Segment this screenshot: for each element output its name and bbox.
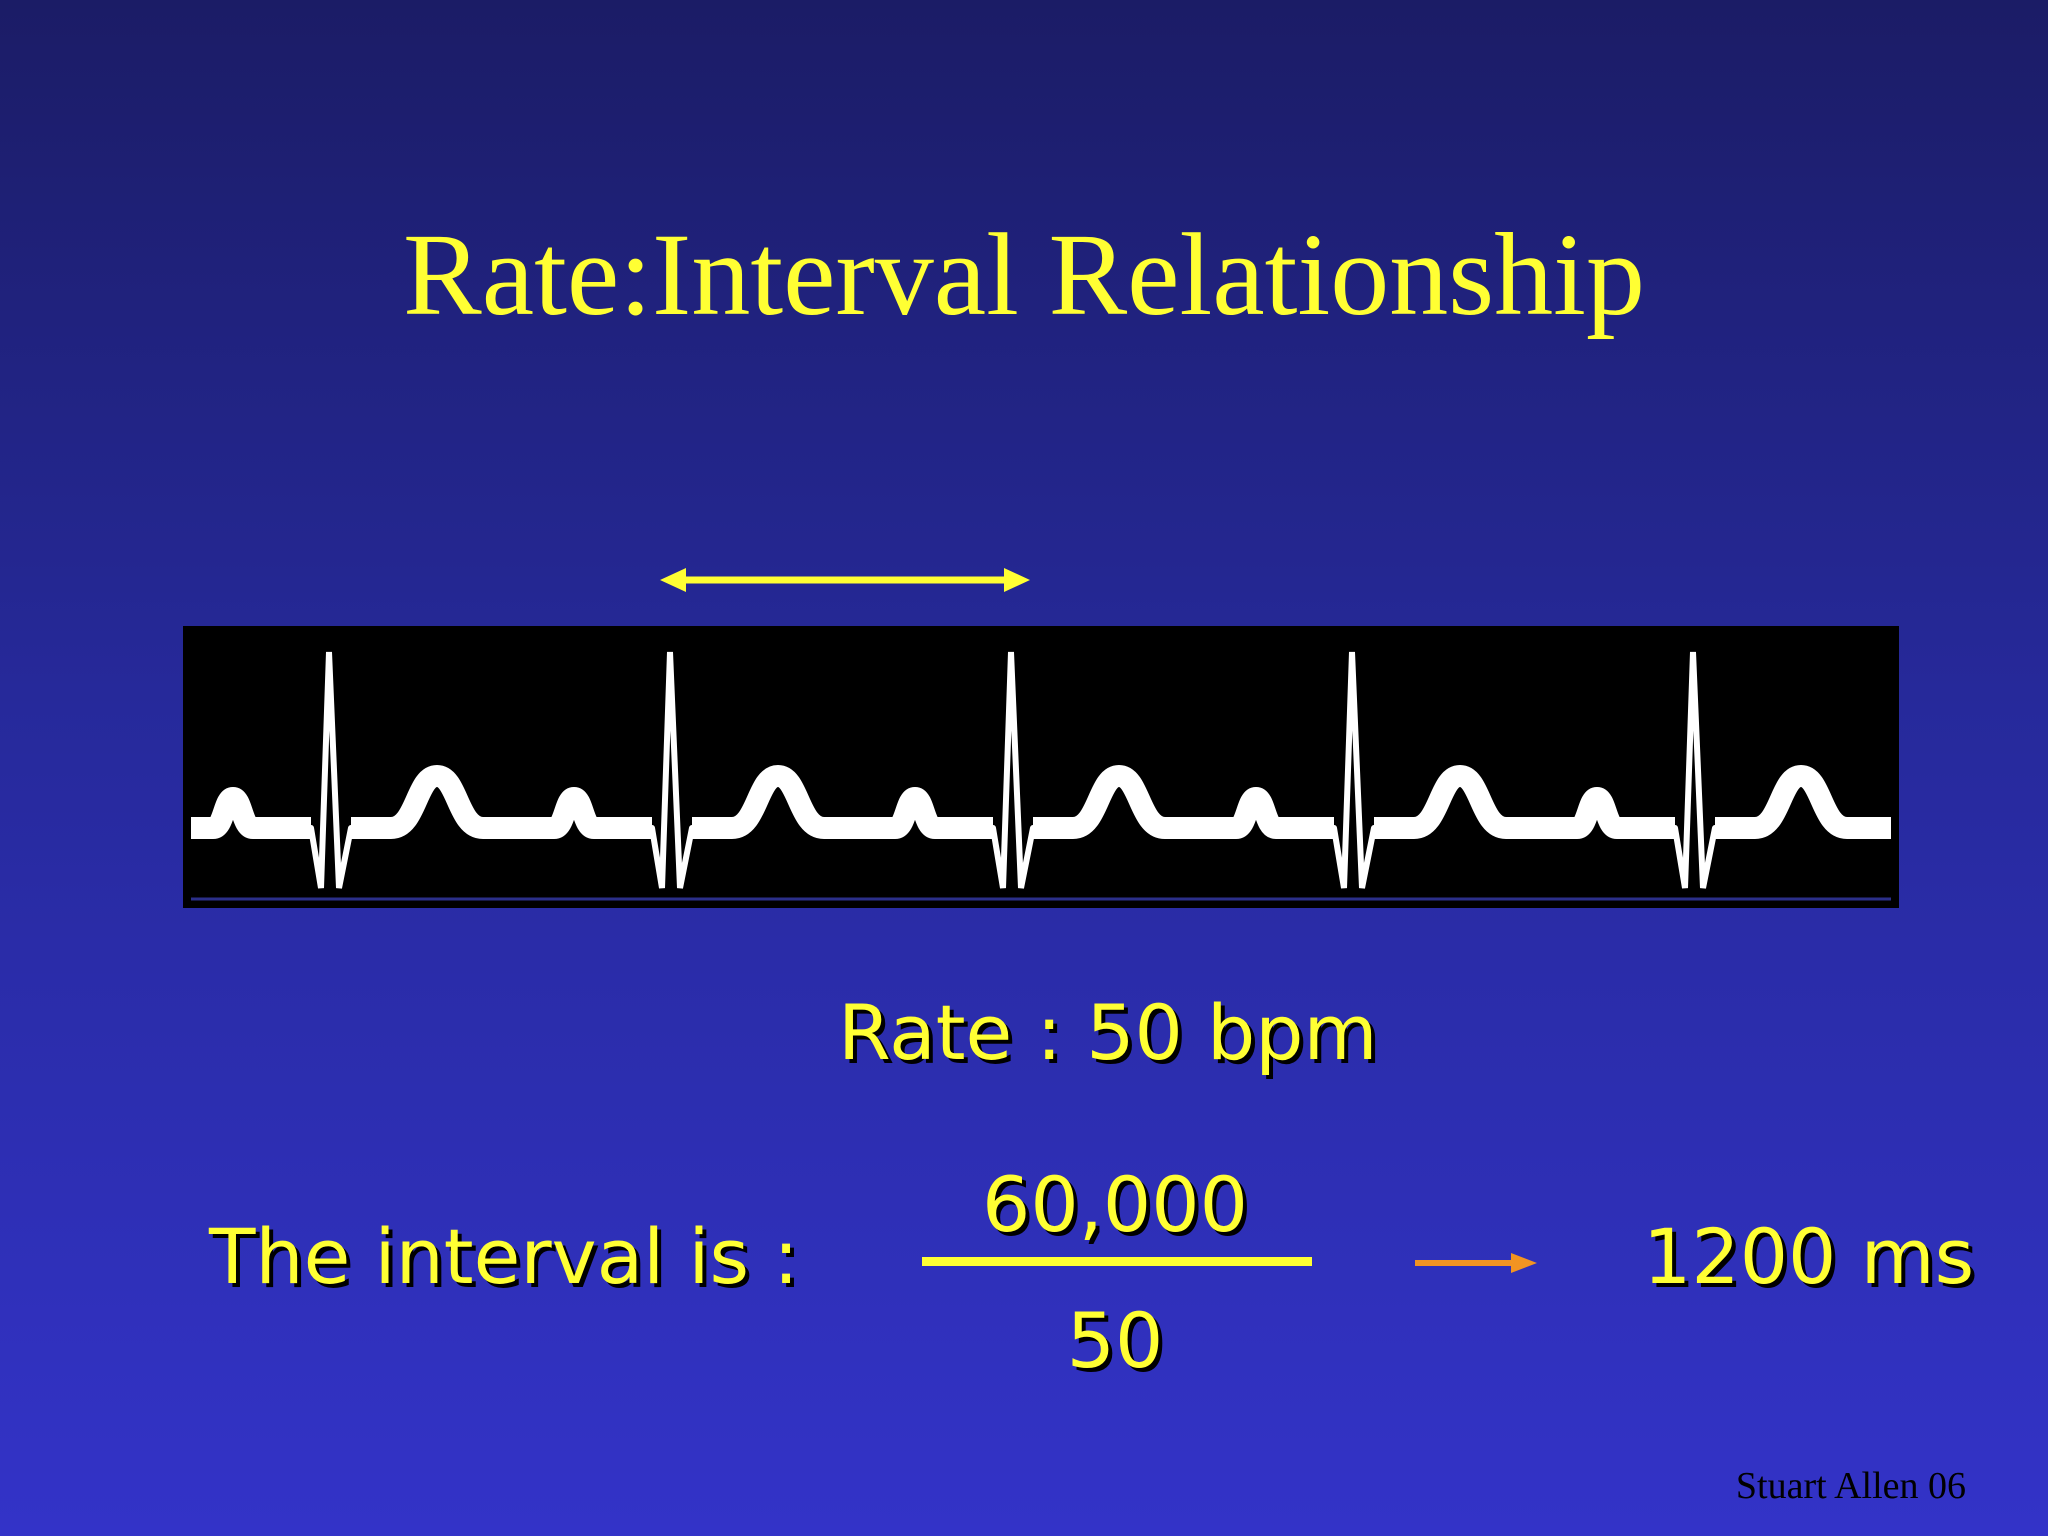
fraction-bar xyxy=(922,1257,1312,1266)
heart-rate-text: Rate : 50 bpm xyxy=(838,988,1378,1077)
rr-interval-arrow xyxy=(660,568,1030,592)
fraction-denominator: 50 xyxy=(1066,1296,1164,1385)
author-credit: Stuart Allen 06 xyxy=(1735,1465,1966,1507)
ecg-trace xyxy=(191,765,1891,839)
slide-title: Rate:Interval Relationship xyxy=(403,209,1645,340)
result-arrow xyxy=(1415,1253,1537,1273)
fraction-numerator: 60,000 xyxy=(982,1160,1248,1249)
ecg-strip xyxy=(183,626,1899,908)
interval-result: 1200 ms xyxy=(1643,1212,1975,1301)
interval-label: The interval is : xyxy=(209,1212,799,1301)
ecg-qrs-spikes xyxy=(308,651,1718,889)
